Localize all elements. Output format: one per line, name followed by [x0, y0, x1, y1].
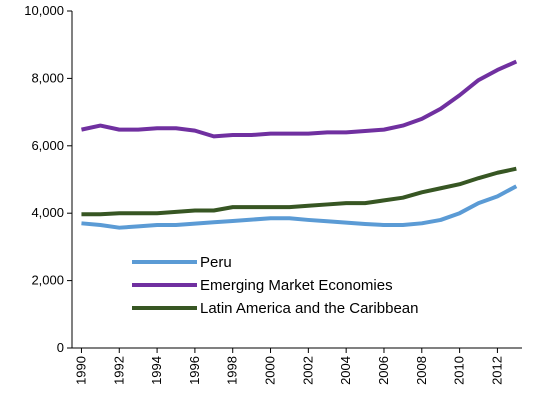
series-line	[81, 184, 518, 230]
x-tick-label: 1996	[187, 356, 202, 385]
y-tick-label: 10,000	[24, 3, 64, 18]
y-tick-label: 6,000	[31, 138, 64, 153]
y-tick-label: 8,000	[31, 70, 64, 85]
x-tick-label: 2010	[452, 356, 467, 385]
x-tick-label: 1992	[111, 356, 126, 385]
x-tick-label: 2004	[338, 356, 353, 385]
x-tick-label: 2006	[376, 356, 391, 385]
x-tick-label: 2012	[489, 356, 504, 385]
series-line	[81, 59, 518, 139]
series-line	[81, 166, 517, 217]
x-tick-label: 1998	[225, 356, 240, 385]
y-tick-label: 4,000	[31, 205, 64, 220]
x-tick-label: 1994	[149, 356, 164, 385]
y-tick-label: 0	[57, 340, 64, 355]
x-tick-label: 2000	[263, 356, 278, 385]
x-tick-label: 2002	[300, 356, 315, 385]
y-tick-label: 2,000	[31, 273, 64, 288]
legend-label: Emerging Market Economies	[200, 277, 393, 294]
x-tick-label: 2008	[414, 356, 429, 385]
legend-label: Peru	[200, 254, 232, 271]
x-tick-label: 1990	[73, 356, 88, 385]
legend-label: Latin America and the Caribbean	[200, 300, 418, 317]
